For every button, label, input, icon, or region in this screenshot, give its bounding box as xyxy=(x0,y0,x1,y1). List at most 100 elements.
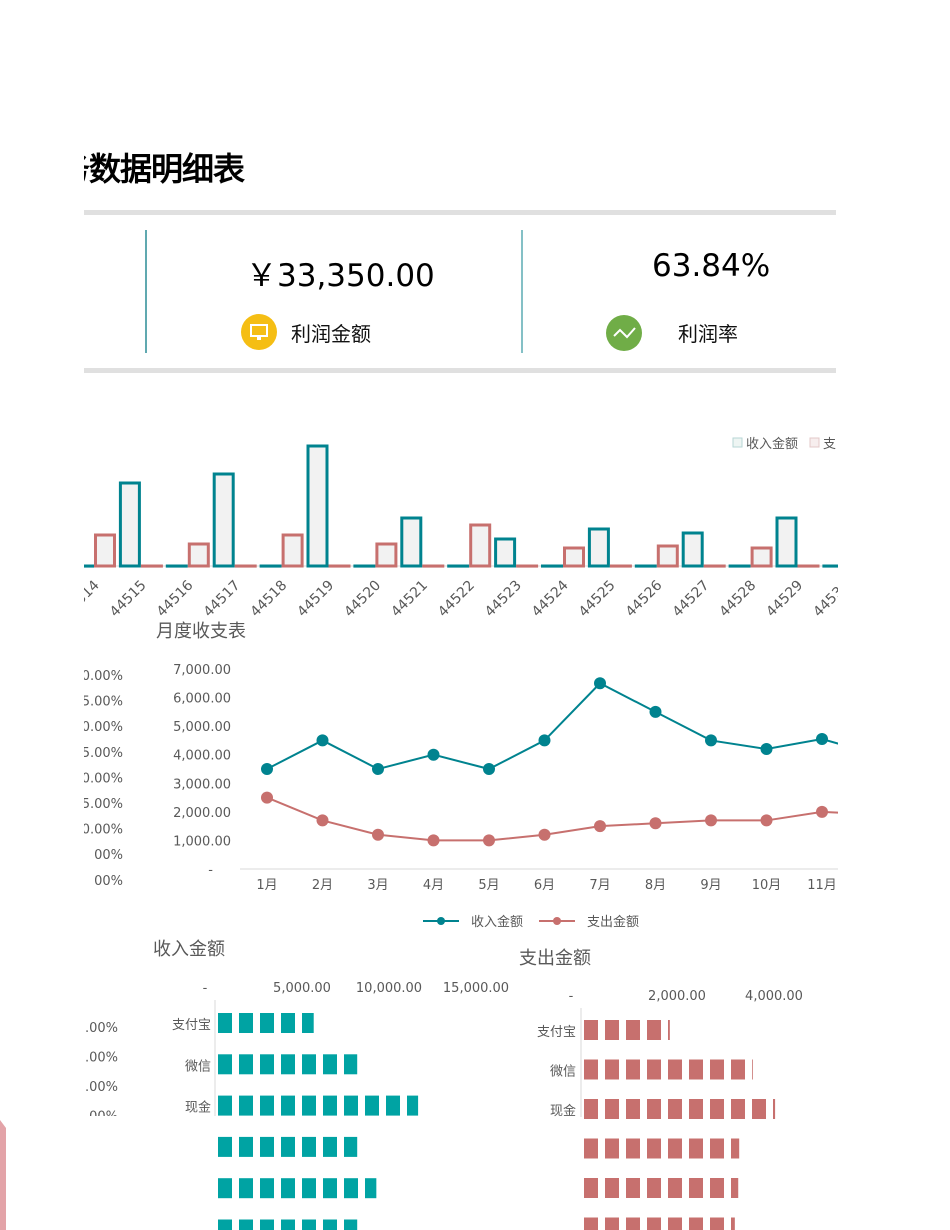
secondary-y-tick-label: 0.00% xyxy=(82,720,123,735)
x-tick-label: 44530 xyxy=(810,577,853,620)
category-label: 微信 xyxy=(185,1059,211,1074)
month-tick-label: 8月 xyxy=(645,878,666,893)
x-tick-label: 10,000.00 xyxy=(356,981,422,996)
y-tick-label: 6,000.00 xyxy=(173,692,231,707)
pictogram-block xyxy=(281,1136,295,1157)
pictogram-block xyxy=(302,1013,314,1033)
x-tick-label: 44521 xyxy=(388,577,431,620)
line-legend-label: 支出金额 xyxy=(587,914,639,930)
point-expense-7月 xyxy=(594,820,606,833)
category-label: 支付宝 xyxy=(172,1018,211,1033)
pictogram-block xyxy=(605,1020,619,1040)
pictogram-block xyxy=(626,1178,640,1198)
point-expense-12 xyxy=(872,809,884,821)
pictogram-block xyxy=(239,1095,253,1116)
x-tick-label: 44525 xyxy=(576,577,619,620)
monthly-chart-title: 月度收支表 xyxy=(156,621,246,642)
pictogram-block xyxy=(710,1138,724,1159)
pictogram-block xyxy=(668,1178,682,1198)
x-tick-label: 2,000.00 xyxy=(648,989,706,1004)
pictogram-block xyxy=(323,1219,337,1230)
bar-income-44517 xyxy=(212,472,235,568)
pictogram-block xyxy=(239,1013,253,1033)
pictogram-block xyxy=(260,1095,274,1116)
month-tick-label: 11月 xyxy=(807,878,837,893)
legend-swatch-income xyxy=(732,437,743,448)
side-percent-label: .00% xyxy=(85,1110,118,1125)
pictogram-block xyxy=(626,1138,640,1159)
pictogram-block xyxy=(605,1059,619,1080)
point-income-11月 xyxy=(816,733,828,745)
category-label: 支付宝 xyxy=(537,1025,576,1040)
point-expense-10月 xyxy=(760,814,773,827)
pictogram-block xyxy=(323,1136,337,1157)
pictogram-block xyxy=(710,1059,724,1080)
bar-income-44529 xyxy=(775,516,798,568)
x-tick-label: 44518 xyxy=(248,577,291,620)
bar-expense-44526 xyxy=(656,544,679,568)
point-income-7月 xyxy=(594,677,606,690)
point-expense-9月 xyxy=(705,814,717,827)
pictogram-block xyxy=(626,1217,640,1230)
month-tick-label: 5月 xyxy=(478,878,499,893)
line-income xyxy=(266,682,838,771)
month-tick-label: 9月 xyxy=(700,878,721,893)
income-chart-title: 收入金额 xyxy=(153,939,225,960)
pictogram-block xyxy=(239,1054,253,1075)
x-tick-label: 44520 xyxy=(341,577,384,620)
pictogram-block xyxy=(302,1219,316,1230)
pictogram-block xyxy=(584,1178,598,1198)
x-tick-label: 44528 xyxy=(717,577,760,620)
pictogram-block xyxy=(689,1138,703,1159)
category-label: 现金 xyxy=(550,1103,576,1119)
month-tick-label: 7月 xyxy=(589,878,610,893)
bar-expense-44522 xyxy=(469,523,492,568)
y-tick-label: - xyxy=(208,863,213,878)
bar-expense-44520 xyxy=(375,542,398,568)
point-income-4月 xyxy=(427,748,440,761)
point-expense-6月 xyxy=(538,828,551,841)
point-expense-5月 xyxy=(483,834,495,847)
pictogram-block xyxy=(344,1054,358,1075)
profit-rate-label: 利润率 xyxy=(678,322,738,346)
secondary-y-tick-label: 00% xyxy=(94,874,123,889)
legend-swatch-expense xyxy=(809,437,820,448)
pictogram-block xyxy=(584,1138,598,1159)
y-tick-label: 3,000.00 xyxy=(173,777,231,792)
pictogram-block xyxy=(584,1020,598,1040)
trend-line-icon xyxy=(613,327,636,339)
pictogram-block xyxy=(689,1178,703,1198)
legend-expense: 支 xyxy=(823,437,836,452)
bar-income-44525 xyxy=(587,527,610,568)
pictogram-block xyxy=(668,1020,670,1040)
pictogram-block xyxy=(239,1219,253,1230)
x-tick-label: 44519 xyxy=(294,577,337,620)
legend-marker-1 xyxy=(553,917,561,925)
pictogram-block xyxy=(710,1178,724,1198)
monitor-icon-stand xyxy=(257,337,261,340)
pictogram-block xyxy=(647,1217,661,1230)
expense-chart-title: 支出金额 xyxy=(519,948,591,969)
top-divider xyxy=(84,210,836,215)
x-tick-label: 44523 xyxy=(482,577,525,620)
pictogram-block xyxy=(689,1217,703,1230)
pictogram-block xyxy=(218,1054,232,1075)
pictogram-block xyxy=(386,1095,400,1116)
bar-expense-44516 xyxy=(187,542,210,568)
pictogram-block xyxy=(260,1178,274,1199)
pictogram-block xyxy=(752,1099,766,1119)
pictogram-block xyxy=(752,1059,753,1080)
pictogram-block xyxy=(344,1095,358,1116)
page-title: 务数据明细表 xyxy=(84,150,245,188)
pictogram-block xyxy=(281,1219,295,1230)
month-tick-label: 2月 xyxy=(312,878,333,893)
pictogram-block xyxy=(323,1095,337,1116)
point-income-3月 xyxy=(372,763,384,775)
point-expense-2月 xyxy=(316,814,329,827)
pictogram-block xyxy=(260,1136,274,1157)
pictogram-block xyxy=(731,1217,735,1230)
bar-expense-44524 xyxy=(563,546,585,568)
y-tick-label: 4,000.00 xyxy=(173,749,231,764)
x-tick-label: 44529 xyxy=(763,577,806,620)
point-expense-11月 xyxy=(816,805,828,818)
